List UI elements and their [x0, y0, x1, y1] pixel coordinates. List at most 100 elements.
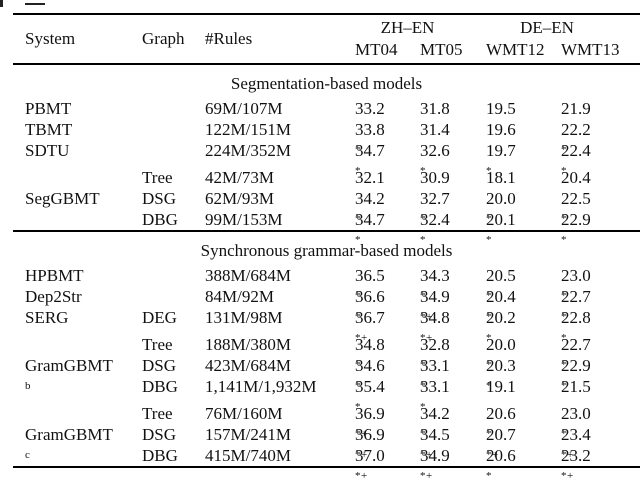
table-row: GramGBMT c DSG 157M/241M 36.9 *+ 34.5 *+ 20.7 *+ 2…: [13, 424, 640, 461]
cropped-text-artifact: [0, 0, 3, 7]
system-cell: SegGBMT: [25, 189, 100, 208]
graph-cell: DBG: [142, 210, 178, 229]
score-cell: 20.2 *: [474, 307, 549, 349]
significance-marker: *: [561, 359, 567, 371]
section-divider-rule: [13, 230, 640, 232]
graph-cell: DBG: [142, 446, 178, 465]
significance-marker: *: [420, 359, 426, 371]
significance-marker: *: [420, 213, 426, 225]
top-rule: [13, 13, 640, 15]
table-header: System Graph #Rules ZH–EN DE–EN MT04 MT0…: [13, 15, 640, 63]
system-subscript: c: [25, 449, 30, 461]
significance-marker: *: [486, 359, 492, 371]
graph-cell: DSG: [142, 425, 177, 444]
significance-marker: *: [355, 144, 361, 156]
score-cell: 20.0 *: [474, 188, 549, 230]
rules-cell: 76M/160M: [205, 404, 283, 423]
score-cell: 36.6 *: [341, 286, 406, 328]
col-header-mt05: MT05: [420, 40, 463, 59]
significance-marker: *+: [355, 332, 368, 344]
score-cell: 32.4 *: [406, 209, 474, 251]
score-cell: 19.6: [486, 120, 516, 139]
significance-marker: *+: [561, 449, 574, 461]
score-cell: 34.8 *+: [406, 307, 474, 349]
score-cell: 36.5 *: [341, 265, 406, 307]
significance-marker: *: [355, 401, 361, 413]
graph-cell: DSG: [142, 356, 177, 375]
significance-marker: *: [561, 428, 567, 440]
significance-marker: *: [355, 311, 361, 323]
score-cell: 22.5 *: [549, 188, 640, 230]
system-cell: GramGBMT c: [13, 424, 130, 466]
significance-marker: *: [420, 290, 426, 302]
table-row: SegGBMT DSG 62M/93M 34.2 * 32.7 * 20.0 * 22.5 *: [13, 188, 640, 225]
rules-cell: 84M/92M: [205, 287, 274, 306]
section-title: Segmentation-based models: [230, 74, 423, 93]
score-cell: 34.2 *: [406, 403, 474, 445]
table-row: SERG DEG 131M/98M 36.7 *+ 34.8 *+ 20.2 * 22.8 *: [13, 307, 640, 344]
score-cell: 22.9 *: [549, 209, 640, 251]
system-cell: [13, 209, 130, 251]
system-cell: HPBMT: [25, 266, 84, 285]
col-group-zh-en: ZH–EN: [380, 18, 435, 37]
score-cell: 34.2 *: [341, 188, 406, 230]
header-rule: [13, 63, 640, 65]
score-cell: 32.8 *: [406, 334, 474, 376]
score-cell: 33.8 *: [341, 119, 406, 161]
col-header-rules: #Rules: [205, 29, 253, 48]
score-cell: 35.4 *: [341, 376, 406, 418]
significance-marker: *: [486, 380, 492, 392]
score-cell: 20.0 *: [474, 334, 549, 376]
cropped-dash-artifact: [25, 3, 45, 5]
results-table: System Graph #Rules ZH–EN DE–EN MT04 MT0…: [13, 13, 640, 482]
rules-cell: 423M/684M: [205, 356, 291, 375]
significance-marker: *: [561, 332, 567, 344]
score-cell: 34.5 *+: [406, 424, 474, 466]
score-cell: 21.5: [561, 377, 591, 396]
significance-marker: *: [420, 428, 426, 440]
rules-cell: 99M/153M: [205, 210, 283, 229]
score-cell: 19.1: [486, 377, 516, 396]
score-cell: 33.2: [355, 99, 385, 118]
score-cell: 34.7 *: [341, 209, 406, 251]
score-cell: 20.3 *: [474, 355, 549, 397]
significance-marker: *+: [355, 449, 368, 461]
graph-cell: DSG: [142, 189, 177, 208]
score-cell: 20.1 *: [474, 209, 549, 251]
significance-marker: *+: [420, 470, 433, 482]
significance-marker: *: [561, 213, 567, 225]
rules-cell: 415M/740M: [205, 446, 291, 465]
table-row: GramGBMT b DSG 423M/684M 34.6 * 33.1 * 20.3 * 22.9…: [13, 355, 640, 392]
significance-marker: *+: [420, 311, 433, 323]
table-row: Tree 188M/380M 34.8 * 32.8 * 20.0 * 22.7 *: [13, 334, 640, 371]
significance-marker: *+: [355, 470, 368, 482]
score-cell: 34.8 *: [341, 334, 406, 376]
score-cell: 37.0 *+: [341, 445, 406, 487]
score-cell: 23.2 *+: [549, 445, 640, 487]
score-cell: 36.9 *+: [341, 403, 406, 445]
rules-cell: 69M/107M: [205, 99, 283, 118]
significance-marker: *+: [420, 332, 433, 344]
graph-cell: Tree: [142, 335, 173, 354]
significance-marker: *: [486, 470, 492, 482]
score-cell: 22.8 *: [549, 307, 640, 349]
significance-marker: *: [355, 165, 361, 177]
table-row: TBMT 122M/151M 33.8 * 31.4 19.6 22.2 *: [13, 119, 640, 156]
score-cell: 33.1 *: [406, 355, 474, 397]
score-cell: 30.9: [420, 168, 450, 187]
graph-cell: Tree: [142, 168, 173, 187]
score-cell: 36.9 *+: [341, 424, 406, 466]
significance-marker: *: [420, 401, 426, 413]
col-header-graph: Graph: [142, 29, 185, 48]
score-cell: 34.9 *+: [406, 445, 474, 487]
graph-cell: Tree: [142, 404, 173, 423]
system-cell: Dep2Str: [25, 287, 82, 306]
significance-marker: *: [486, 213, 492, 225]
significance-marker: *: [561, 380, 567, 392]
score-cell: 19.5: [486, 99, 516, 118]
graph-cell: DEG: [142, 308, 177, 327]
rules-cell: 188M/380M: [205, 335, 291, 354]
rules-cell: 224M/352M: [205, 141, 291, 160]
score-cell: 21.9: [561, 99, 591, 118]
score-cell: 23.4 *+: [549, 424, 640, 466]
